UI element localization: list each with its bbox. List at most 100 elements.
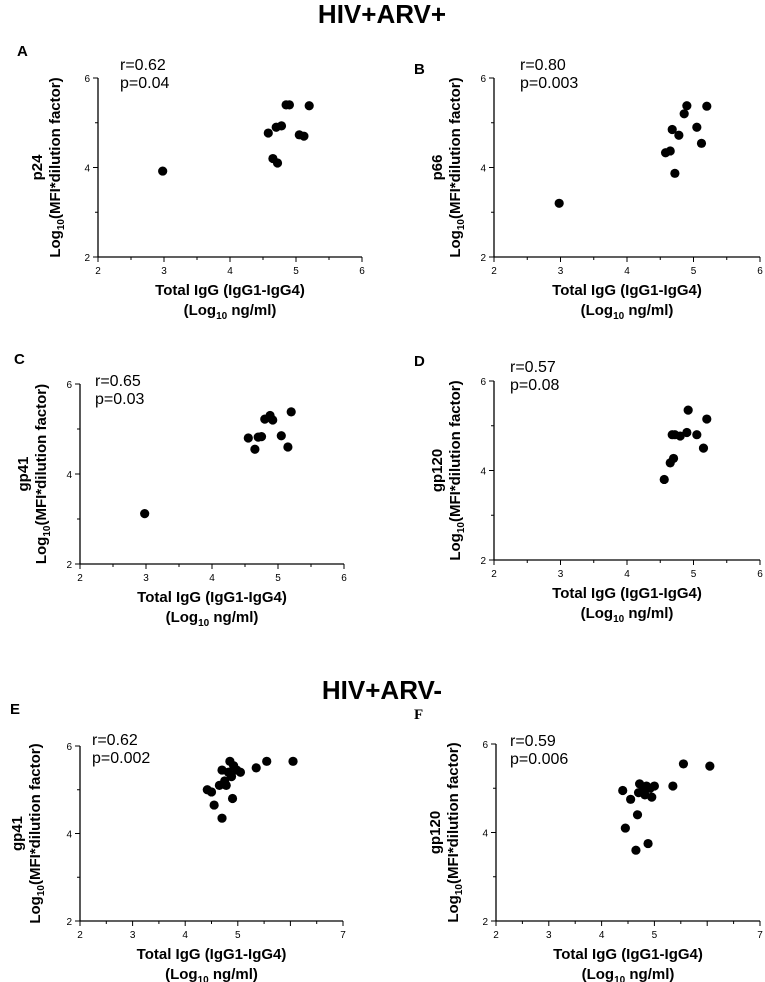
data-point [235, 767, 246, 777]
data-point [158, 166, 168, 176]
x-tick-label: 2 [95, 266, 101, 277]
x-tick-label: 4 [209, 573, 215, 584]
data-point [702, 414, 712, 424]
data-point [284, 100, 294, 110]
data-point [632, 810, 643, 820]
x-tick-label: 5 [691, 569, 697, 580]
data-point [221, 780, 231, 790]
data-point [705, 761, 715, 771]
x-tick-label: 6 [359, 266, 365, 277]
x-tick-label: 5 [691, 266, 697, 277]
data-point [206, 787, 217, 797]
y-tick-label: 6 [66, 380, 72, 391]
y-axis-unit-label: Log10(MFI*dilution factor) [27, 743, 47, 923]
data-point [217, 813, 227, 823]
data-point [679, 109, 689, 119]
x-axis-label: Total IgG (IgG1-IgG4) [137, 589, 287, 606]
x-axis-unit-label: (Log10 ng/ml) [581, 605, 674, 625]
p-value: p=0.003 [520, 75, 578, 92]
panel-letter: A [17, 43, 28, 60]
panel-letter: B [414, 61, 425, 78]
data-point [682, 101, 692, 111]
r-value: r=0.80 [520, 57, 566, 74]
r-value: r=0.65 [95, 373, 141, 390]
y-tick-label: 2 [480, 556, 486, 567]
y-tick-label: 4 [84, 164, 90, 175]
y-tick-label: 4 [482, 829, 488, 840]
data-point [698, 443, 709, 453]
data-point [649, 781, 660, 791]
x-tick-label: 5 [652, 930, 658, 941]
data-point [286, 407, 296, 417]
data-point [626, 794, 636, 804]
y-tick-label: 2 [84, 253, 90, 264]
x-tick-label: 4 [227, 266, 233, 277]
x-tick-label: 2 [77, 573, 83, 584]
x-tick-label: 4 [624, 569, 630, 580]
x-axis-unit-label: (Log10 ng/ml) [184, 302, 277, 322]
data-point [668, 781, 678, 791]
y-axis-antigen-label: p66 [429, 155, 446, 181]
data-point [276, 121, 287, 131]
data-point [140, 508, 150, 519]
y-axis-unit-label: Log10(MFI*dilution factor) [447, 77, 467, 257]
x-tick-label: 3 [130, 930, 136, 941]
section-title-arv-positive: HIV+ARV+ [318, 0, 446, 29]
p-value: p=0.002 [92, 750, 150, 767]
y-tick-label: 2 [480, 253, 486, 264]
p-value: p=0.08 [510, 377, 559, 394]
data-point [304, 101, 314, 111]
x-tick-label: 7 [340, 930, 346, 941]
data-point [268, 415, 278, 425]
data-point [647, 792, 657, 802]
y-tick-label: 4 [66, 470, 72, 481]
data-point [631, 845, 641, 855]
x-tick-label: 5 [275, 573, 281, 584]
data-point [678, 759, 689, 769]
x-axis-label: Total IgG (IgG1-IgG4) [552, 282, 702, 299]
x-axis-label: Total IgG (IgG1-IgG4) [155, 282, 305, 299]
data-point [667, 124, 677, 135]
y-tick-label: 4 [66, 830, 72, 841]
y-axis-antigen-label: gp120 [429, 449, 446, 492]
data-point [668, 453, 679, 464]
y-axis-antigen-label: p24 [29, 154, 46, 181]
x-tick-label: 4 [624, 266, 630, 277]
x-axis-label: Total IgG (IgG1-IgG4) [552, 585, 702, 602]
panel-d: D 2 3 4 5 6 2 4 6 r=0.57p=0.08 Total IgG (IgG1-IgG… [414, 353, 763, 625]
data-point [683, 405, 693, 415]
data-point [288, 756, 298, 766]
panel-f: F 2 3 4 5 7 2 4 6 r=0.59p=0.006 Total IgG (IgG1-Ig… [414, 707, 763, 982]
x-axis-unit-label: (Log10 ng/ml) [582, 966, 675, 982]
section-title-arv-negative: HIV+ARV- [322, 675, 442, 705]
data-point [299, 131, 309, 141]
panel-letter: D [414, 353, 425, 370]
data-point [272, 158, 283, 168]
x-tick-label: 5 [235, 930, 241, 941]
data-point [243, 433, 253, 443]
data-point [702, 101, 712, 111]
panel-c: C 2 3 4 5 6 2 4 6 r=0.65p=0.03 Total IgG (IgG1-IgG… [14, 351, 347, 629]
x-axis-unit-label: (Log10 ng/ml) [165, 966, 258, 982]
y-tick-label: 6 [480, 74, 486, 85]
x-tick-label: 3 [558, 569, 564, 580]
y-axis-unit-label: Log10(MFI*dilution factor) [445, 742, 465, 922]
data-point [665, 146, 675, 156]
data-point [276, 431, 286, 441]
x-tick-label: 6 [757, 569, 763, 580]
x-tick-label: 2 [491, 569, 497, 580]
data-point [251, 763, 261, 773]
x-axis-label: Total IgG (IgG1-IgG4) [137, 946, 287, 963]
p-value: p=0.006 [510, 751, 568, 768]
y-tick-label: 6 [84, 74, 90, 85]
data-point [250, 444, 260, 454]
data-point [209, 800, 219, 810]
panel-a: A 2 3 4 5 6 2 4 6 r=0.62p=0.04 Total IgG (IgG1-IgG… [17, 43, 365, 322]
y-tick-label: 2 [66, 560, 72, 571]
data-point [554, 198, 564, 208]
